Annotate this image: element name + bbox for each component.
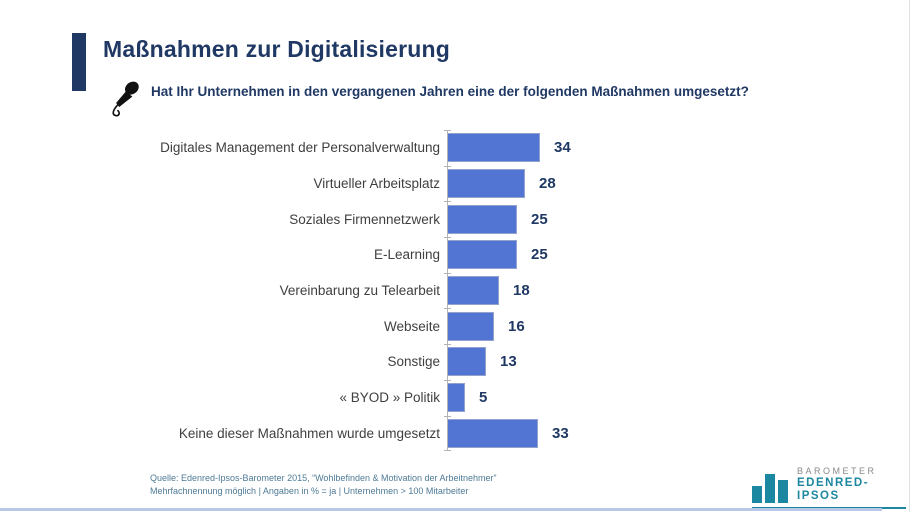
plot-cell: 28 (444, 165, 720, 202)
source-note: Quelle: Edenred-Ipsos-Barometer 2015, “W… (150, 472, 497, 497)
plot-cell: 13 (444, 344, 720, 380)
category-label: E-Learning (373, 247, 440, 263)
question-row: Hat Ihr Unternehmen in den vergangenen J… (108, 80, 868, 118)
category-label: Soziales Firmennetzwerk (289, 211, 440, 227)
chart-row: Soziales Firmennetzwerk 25 (0, 201, 720, 238)
value-label: 33 (552, 424, 569, 442)
chart-row: Digitales Management der Personalverwalt… (0, 130, 720, 166)
bar (448, 240, 517, 270)
source-line-1: Quelle: Edenred-Ipsos-Barometer 2015, “W… (150, 473, 497, 483)
chart-row: Virtueller Arbeitsplatz 28 (0, 165, 720, 202)
survey-question: Hat Ihr Unternehmen in den vergangenen J… (151, 84, 749, 99)
plot-cell: 18 (444, 272, 720, 309)
category-label: Webseite (383, 318, 440, 334)
value-label: 25 (531, 210, 548, 228)
bar (448, 418, 538, 448)
value-label: 28 (539, 175, 556, 193)
chart-row: Vereinbarung zu Telearbeit 18 (0, 272, 720, 309)
value-label: 25 (531, 246, 548, 264)
chart-row: « BYOD » Politik 5 (0, 379, 720, 416)
page-title: Maßnahmen zur Digitalisierung (103, 36, 451, 62)
category-label: Keine dieser Maßnahmen wurde umgesetzt (178, 425, 440, 441)
plot-cell: 34 (444, 130, 720, 166)
logo-barometer-text: BAROMETER (797, 466, 877, 476)
bar (448, 311, 494, 341)
bar (448, 383, 465, 413)
value-label: 18 (513, 282, 530, 300)
barometer-bars-icon (752, 471, 791, 503)
slide-bottom-rule (0, 508, 882, 511)
value-label: 34 (554, 139, 571, 157)
chart-row: Keine dieser Maßnahmen wurde umgesetzt 3… (0, 415, 720, 452)
bar (448, 276, 499, 306)
value-label: 16 (508, 317, 525, 335)
bar (448, 347, 486, 377)
logo-edenred-ipsos-text: EDENRED-IPSOS (797, 477, 870, 502)
plot-cell: 25 (444, 201, 720, 238)
plot-cell: 25 (444, 237, 720, 273)
bar-chart: Digitales Management der Personalverwalt… (0, 130, 720, 452)
category-label: Vereinbarung zu Telearbeit (279, 283, 440, 299)
bar (448, 204, 517, 234)
category-label: « BYOD » Politik (339, 390, 440, 406)
category-label: Sonstige (387, 354, 440, 370)
source-line-2: Mehrfachnennung möglich | Angaben in % =… (150, 485, 469, 496)
category-label: Virtueller Arbeitsplatz (313, 176, 440, 192)
title-accent-bar (72, 33, 86, 91)
edenred-ipsos-logo: BAROMETER EDENRED-IPSOS (752, 466, 906, 509)
chart-row: Webseite 16 (0, 308, 720, 345)
value-label: 5 (479, 389, 488, 407)
plot-cell: 5 (444, 379, 720, 416)
chart-row: Sonstige 13 (0, 344, 720, 380)
chart-row: E-Learning 25 (0, 237, 720, 273)
bar (448, 169, 525, 199)
plot-cell: 33 (444, 415, 720, 452)
plot-cell: 16 (444, 308, 720, 345)
microphone-icon (112, 81, 139, 117)
value-label: 13 (500, 353, 517, 371)
category-label: Digitales Management der Personalverwalt… (160, 140, 440, 156)
bar (448, 133, 540, 163)
